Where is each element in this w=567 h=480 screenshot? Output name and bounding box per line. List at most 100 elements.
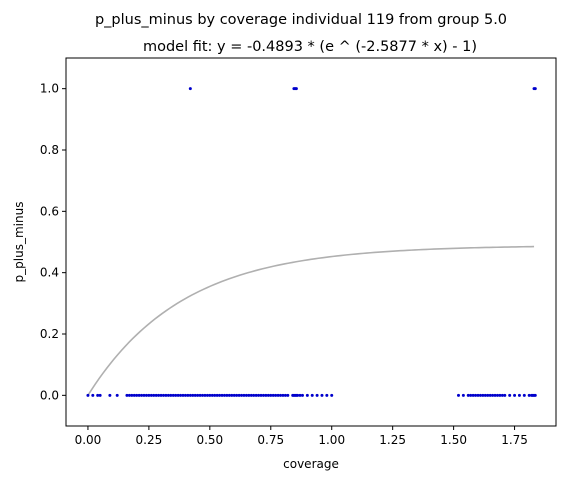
data-point [274,393,278,397]
data-point [486,393,490,397]
data-point [522,393,526,397]
y-tick-label: 1.0 [40,82,59,96]
data-point [198,393,202,397]
data-point [474,393,478,397]
data-point [269,393,273,397]
data-point [205,393,209,397]
data-point [259,393,263,397]
data-point [132,393,136,397]
chart-subtitle: model fit: y = -0.4893 * (e ^ (-2.5877 *… [143,39,477,55]
data-point [461,393,465,397]
data-point [493,393,497,397]
data-point [252,393,256,397]
x-tick-label: 1.75 [501,433,528,447]
data-point [533,393,537,397]
data-point [330,393,334,397]
data-point [469,393,473,397]
data-point [498,393,502,397]
data-point [279,393,283,397]
data-point [96,393,100,397]
data-point [257,393,261,397]
data-point [142,393,146,397]
data-point [127,393,131,397]
data-point [495,393,499,397]
data-point [196,393,200,397]
x-tick-label: 0.25 [136,433,163,447]
data-point [244,393,248,397]
data-point [152,393,156,397]
data-point [179,393,183,397]
plot-area [86,87,537,397]
data-point [527,393,531,397]
data-point [286,393,290,397]
data-point [533,87,537,91]
data-point [281,393,285,397]
data-point [157,393,161,397]
data-point [186,393,190,397]
x-axis-ticks: 0.00 0.25 0.50 0.75 1.00 1.25 1.50 1.75 [75,426,528,447]
fit-curve [87,245,535,396]
data-point [230,393,234,397]
data-point [203,393,207,397]
data-point [162,393,166,397]
data-point [315,393,319,397]
y-tick-label: 0.4 [40,266,59,280]
data-point [310,393,314,397]
data-point [483,393,487,397]
data-point [171,393,175,397]
data-point [264,393,268,397]
data-point [325,393,329,397]
data-point [283,393,287,397]
x-tick-label: 0.50 [196,433,223,447]
x-axis-label: coverage [283,457,339,471]
data-point [86,393,90,397]
y-axis-ticks: 0.0 0.2 0.4 0.6 0.8 1.0 [40,82,66,402]
data-point [466,393,470,397]
y-tick-label: 0.8 [40,143,59,157]
data-point [300,393,304,397]
data-point [488,393,492,397]
data-point [271,393,275,397]
data-point [500,393,504,397]
data-point [242,393,246,397]
data-point [188,87,192,91]
data-point [237,393,241,397]
y-tick-label: 0.2 [40,327,59,341]
data-point [298,393,302,397]
data-point [191,393,195,397]
y-tick-label: 0.6 [40,204,59,218]
data-point [164,393,168,397]
data-point [220,393,224,397]
data-point [508,393,512,397]
data-point [478,393,482,397]
y-tick-label: 0.0 [40,388,59,402]
y-axis-label: p_plus_minus [12,202,26,283]
data-point [135,393,139,397]
data-point [193,393,197,397]
data-point [294,87,298,91]
data-point [91,393,95,397]
data-point [130,393,134,397]
data-point [210,393,214,397]
data-point [503,393,507,397]
data-point [225,393,229,397]
data-point [115,393,119,397]
data-point [147,393,151,397]
plot-frame [65,57,557,427]
data-point [140,393,144,397]
data-point [235,393,239,397]
data-point [471,393,475,397]
data-point [261,393,265,397]
data-point [98,393,102,397]
data-point [240,393,244,397]
data-point [108,393,112,397]
data-point [213,393,217,397]
data-point [222,393,226,397]
data-point [208,393,212,397]
data-point [169,393,173,397]
data-point [247,393,251,397]
data-point [176,393,180,397]
data-point [215,393,219,397]
data-point [254,393,258,397]
